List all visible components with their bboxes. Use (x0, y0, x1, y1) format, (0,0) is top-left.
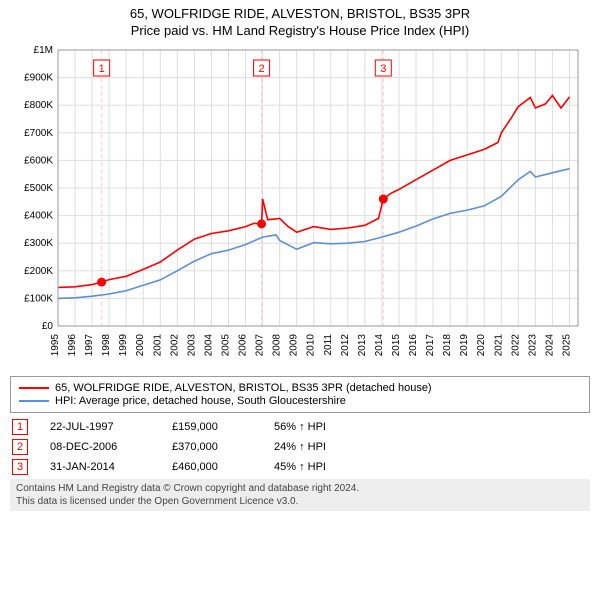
price-chart-svg: £0 £100K £200K £300K £400K £500K £600K £700K £80… (10, 42, 590, 372)
svg-text:2019: 2019 (459, 334, 470, 357)
sale-price: £460,000 (172, 461, 252, 473)
svg-text:1996: 1996 (67, 334, 78, 357)
svg-text:£600K: £600K (24, 155, 53, 166)
svg-text:2014: 2014 (374, 334, 385, 357)
svg-text:£200K: £200K (24, 266, 53, 277)
sale-date: 22-JUL-1997 (50, 421, 150, 433)
legend-row: HPI: Average price, detached house, Sout… (19, 395, 581, 407)
svg-text:2017: 2017 (425, 334, 436, 357)
svg-text:2023: 2023 (527, 334, 538, 357)
svg-text:£700K: £700K (24, 128, 53, 139)
svg-text:£300K: £300K (24, 238, 53, 249)
svg-text:2008: 2008 (272, 334, 283, 357)
sales-table: 1 22-JUL-1997 £159,000 56% ↑ HPI 2 08-DEC-200… (10, 419, 590, 475)
svg-text:2005: 2005 (220, 334, 231, 357)
svg-text:2000: 2000 (135, 334, 146, 357)
svg-text:2020: 2020 (476, 334, 487, 357)
svg-text:2009: 2009 (289, 334, 300, 357)
svg-text:1998: 1998 (101, 334, 112, 357)
svg-text:2: 2 (259, 63, 265, 75)
svg-text:£0: £0 (42, 321, 54, 332)
attribution-footer: Contains HM Land Registry data © Crown c… (10, 479, 590, 511)
sale-marker: 1 (12, 419, 28, 435)
svg-text:£900K: £900K (24, 73, 53, 84)
svg-text:2002: 2002 (169, 334, 180, 357)
svg-text:2024: 2024 (544, 334, 555, 357)
legend-label: HPI: Average price, detached house, Sout… (55, 395, 346, 407)
sale-change: 56% ↑ HPI (274, 421, 364, 433)
sale-marker: 3 (12, 459, 28, 475)
svg-text:3: 3 (380, 63, 386, 75)
svg-text:2015: 2015 (391, 334, 402, 357)
svg-text:2003: 2003 (186, 334, 197, 357)
svg-text:2025: 2025 (561, 334, 572, 357)
svg-text:2011: 2011 (323, 334, 334, 356)
chart-container: 65, WOLFRIDGE RIDE, ALVESTON, BRISTOL, B… (0, 0, 600, 515)
svg-text:2022: 2022 (510, 334, 521, 357)
title-subtitle: Price paid vs. HM Land Registry's House … (10, 23, 590, 38)
sale-date: 08-DEC-2006 (50, 441, 150, 453)
svg-text:1999: 1999 (118, 334, 129, 357)
legend-box: 65, WOLFRIDGE RIDE, ALVESTON, BRISTOL, B… (10, 376, 590, 413)
sale-price: £159,000 (172, 421, 252, 433)
legend-label: 65, WOLFRIDGE RIDE, ALVESTON, BRISTOL, B… (55, 382, 432, 394)
legend-swatch (19, 400, 49, 402)
legend-row: 65, WOLFRIDGE RIDE, ALVESTON, BRISTOL, B… (19, 382, 581, 394)
svg-text:£400K: £400K (24, 211, 53, 222)
footer-line2: This data is licensed under the Open Gov… (16, 495, 584, 508)
sale-row: 1 22-JUL-1997 £159,000 56% ↑ HPI (12, 419, 588, 435)
svg-text:£500K: £500K (24, 183, 53, 194)
svg-text:2006: 2006 (238, 334, 249, 357)
title-block: 65, WOLFRIDGE RIDE, ALVESTON, BRISTOL, B… (10, 6, 590, 38)
svg-text:2004: 2004 (203, 334, 214, 357)
svg-text:£1M: £1M (34, 45, 53, 56)
sale-change: 45% ↑ HPI (274, 461, 364, 473)
svg-text:2010: 2010 (306, 334, 317, 357)
title-address: 65, WOLFRIDGE RIDE, ALVESTON, BRISTOL, B… (10, 6, 590, 21)
svg-text:2007: 2007 (255, 334, 266, 357)
svg-text:2016: 2016 (408, 334, 419, 357)
footer-line1: Contains HM Land Registry data © Crown c… (16, 482, 584, 495)
chart-area: £0 £100K £200K £300K £400K £500K £600K £700K £80… (10, 42, 590, 372)
sale-change: 24% ↑ HPI (274, 441, 364, 453)
svg-text:£800K: £800K (24, 100, 53, 111)
svg-text:2018: 2018 (442, 334, 453, 357)
svg-text:2012: 2012 (340, 334, 351, 357)
sale-price: £370,000 (172, 441, 252, 453)
legend-swatch (19, 387, 49, 389)
svg-text:2021: 2021 (493, 334, 504, 357)
svg-text:1995: 1995 (50, 334, 61, 357)
svg-text:£100K: £100K (24, 293, 53, 304)
sale-date: 31-JAN-2014 (50, 461, 150, 473)
svg-text:1: 1 (99, 63, 105, 75)
svg-text:1997: 1997 (84, 334, 95, 357)
sale-marker: 2 (12, 439, 28, 455)
svg-text:2013: 2013 (357, 334, 368, 357)
svg-text:2001: 2001 (152, 334, 163, 357)
sale-row: 2 08-DEC-2006 £370,000 24% ↑ HPI (12, 439, 588, 455)
sale-row: 3 31-JAN-2014 £460,000 45% ↑ HPI (12, 459, 588, 475)
